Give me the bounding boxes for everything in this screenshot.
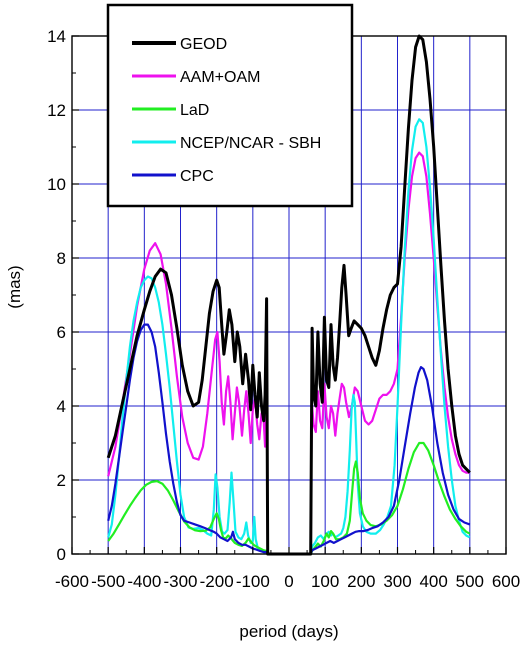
y-tick-label: 0: [57, 545, 66, 564]
y-tick-label: 12: [47, 101, 66, 120]
legend-label: CPC: [180, 168, 214, 185]
legend-box: [106, 3, 354, 208]
x-tick-label: 100: [311, 572, 339, 591]
x-tick-label: 600: [492, 572, 520, 591]
legend-label: NCEP/NCAR - SBH: [180, 135, 321, 152]
x-tick-label: -100: [236, 572, 270, 591]
series-line-cpc: [107, 323, 471, 556]
x-tick-label: 400: [419, 572, 447, 591]
y-tick-label: 2: [57, 471, 66, 490]
x-axis-title: period (days): [239, 622, 338, 641]
series-line-aam-oam: [107, 151, 470, 556]
y-tick-label: 8: [57, 249, 66, 268]
legend-items: GEOD AAM+OAM LaD NCEP/NCAR - SBH CPC: [132, 36, 321, 185]
y-tick-label: 10: [47, 175, 66, 194]
x-tick-label: -300: [163, 572, 197, 591]
tick-labels: -600 -500 -400 -300 -200 -100 0 100 200 300 400 500…: [47, 27, 520, 591]
legend-label: LaD: [180, 102, 209, 119]
legend-label: AAM+OAM: [180, 69, 260, 86]
x-tick-label: 0: [284, 572, 293, 591]
y-tick-label: 4: [57, 397, 66, 416]
x-tick-label: 200: [347, 572, 375, 591]
x-tick-label: -200: [200, 572, 234, 591]
axis-ticks: [71, 35, 507, 555]
x-tick-label: -400: [127, 572, 161, 591]
x-tick-label: -600: [55, 572, 89, 591]
legend: GEOD AAM+OAM LaD NCEP/NCAR - SBH CPC: [106, 3, 354, 208]
series-line-geod: [106, 34, 471, 556]
x-tick-label: -500: [91, 572, 125, 591]
legend-label: GEOD: [180, 36, 227, 53]
y-tick-label: 6: [57, 323, 66, 342]
series-lines: [106, 34, 471, 556]
y-tick-label: 14: [47, 27, 66, 46]
x-tick-label: 300: [383, 572, 411, 591]
y-axis-title: (mas): [5, 265, 24, 308]
x-tick-label: 500: [456, 572, 484, 591]
